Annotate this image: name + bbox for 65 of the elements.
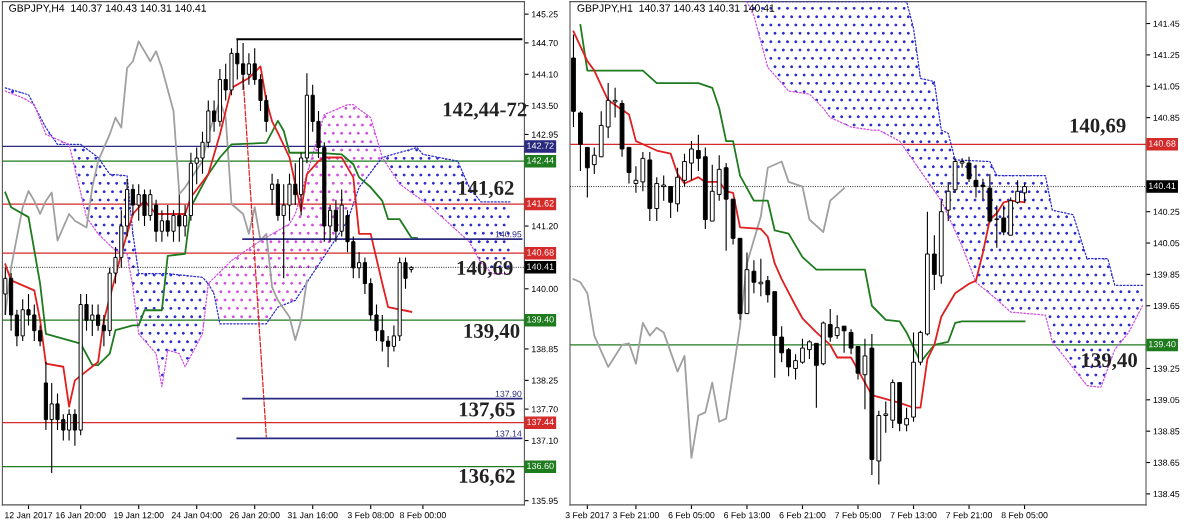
y-tick-label: 140.85 <box>1153 114 1180 121</box>
y-tick-label: 137.10 <box>532 437 558 444</box>
x-tick-label: 12 Jan 2017 <box>5 512 53 519</box>
x-tick-label: 6 Feb 21:00 <box>779 511 826 519</box>
ref-line-label: 142.72 <box>527 142 554 149</box>
y-tick-label: 141.05 <box>1153 83 1180 90</box>
ref-line-label: 139.40 <box>1148 340 1176 348</box>
y-tick-label: 141.25 <box>1153 51 1180 59</box>
x-tick-label: 8 Feb 00:00 <box>399 511 446 519</box>
y-tick-label: 138.65 <box>1153 459 1180 466</box>
y-tick-label: 138.85 <box>532 346 558 353</box>
y-tick-label: 138.85 <box>1153 428 1180 435</box>
y-tick-label: 140.25 <box>1153 208 1180 215</box>
chart-title: GBPJPY,H4 140.37 140.43 140.31 140.41 <box>9 4 207 13</box>
y-tick-label: 139.05 <box>1153 396 1180 404</box>
y-tick-label: 139.65 <box>1153 302 1180 309</box>
x-tick-label: 19 Jan 12:00 <box>114 512 164 519</box>
annotation: 137.90 <box>495 390 522 397</box>
y-tick-label: 140.00 <box>532 285 558 293</box>
y-tick-label: 145.25 <box>532 11 558 18</box>
annotation: 140,69 <box>1070 118 1126 136</box>
x-tick-label: 16 Jan 20:00 <box>56 512 106 519</box>
annotation: 139,40 <box>464 323 520 341</box>
y-tick-label: 139.25 <box>1153 365 1180 372</box>
x-tick-label: 31 Jan 16:00 <box>287 512 338 519</box>
x-tick-label: 7 Feb 13:00 <box>890 511 937 519</box>
ref-line-label: 141.62 <box>527 200 554 207</box>
ref-line-label: 137.44 <box>527 418 554 426</box>
ref-line-label: 142.44 <box>527 157 554 164</box>
y-tick-label: 137.70 <box>532 406 558 413</box>
ref-line-label: 136.60 <box>527 462 554 470</box>
annotation: 140.95 <box>495 231 522 238</box>
y-tick-label: 140.05 <box>1153 240 1180 247</box>
ref-line-label: 140.41 <box>527 263 554 270</box>
ref-line-label: 140.68 <box>1148 140 1176 147</box>
x-tick-label: 3 Feb 08:00 <box>347 511 394 519</box>
y-tick-label: 141.45 <box>1153 20 1180 27</box>
x-tick-label: 26 Jan 20:00 <box>229 512 280 519</box>
x-tick-label: 7 Feb 21:00 <box>946 511 993 519</box>
y-tick-label: 144.10 <box>532 71 558 78</box>
ref-line-label: 140.41 <box>1148 182 1176 190</box>
x-tick-label: 24 Jan 04:00 <box>171 512 222 519</box>
annotation: 137,65 <box>459 402 515 420</box>
x-tick-label: 6 Feb 13:00 <box>724 511 770 519</box>
y-tick-label: 138.45 <box>1153 490 1180 498</box>
x-tick-label: 3 Feb 21:00 <box>612 511 659 519</box>
annotation: 136,62 <box>459 468 515 486</box>
x-tick-label: 7 Feb 05:00 <box>835 511 882 519</box>
y-tick-label: 139.85 <box>1153 271 1180 278</box>
annotation: 141,62 <box>458 181 514 199</box>
x-tick-label: 3 Feb 2017 <box>565 511 610 519</box>
y-tick-label: 141.20 <box>532 223 558 230</box>
y-tick-label: 143.50 <box>532 102 558 109</box>
chart-title: GBPJPY,H1 140.37 140.43 140.31 140.41 <box>577 4 775 13</box>
x-tick-label: 6 Feb 05:00 <box>668 511 715 519</box>
x-tick-label: 8 Feb 05:00 <box>1001 511 1048 519</box>
y-tick-label: 144.70 <box>532 39 558 47</box>
ref-line-label: 139.40 <box>527 316 554 323</box>
ref-line-label: 140.68 <box>527 249 554 256</box>
annotation: 140,69 <box>457 260 513 279</box>
y-tick-label: 142.95 <box>532 131 558 138</box>
annotation: 137.14 <box>495 430 522 437</box>
y-tick-label: 135.95 <box>532 497 558 504</box>
annotation: 139,40 <box>1082 353 1137 371</box>
y-tick-label: 138.25 <box>532 377 558 384</box>
